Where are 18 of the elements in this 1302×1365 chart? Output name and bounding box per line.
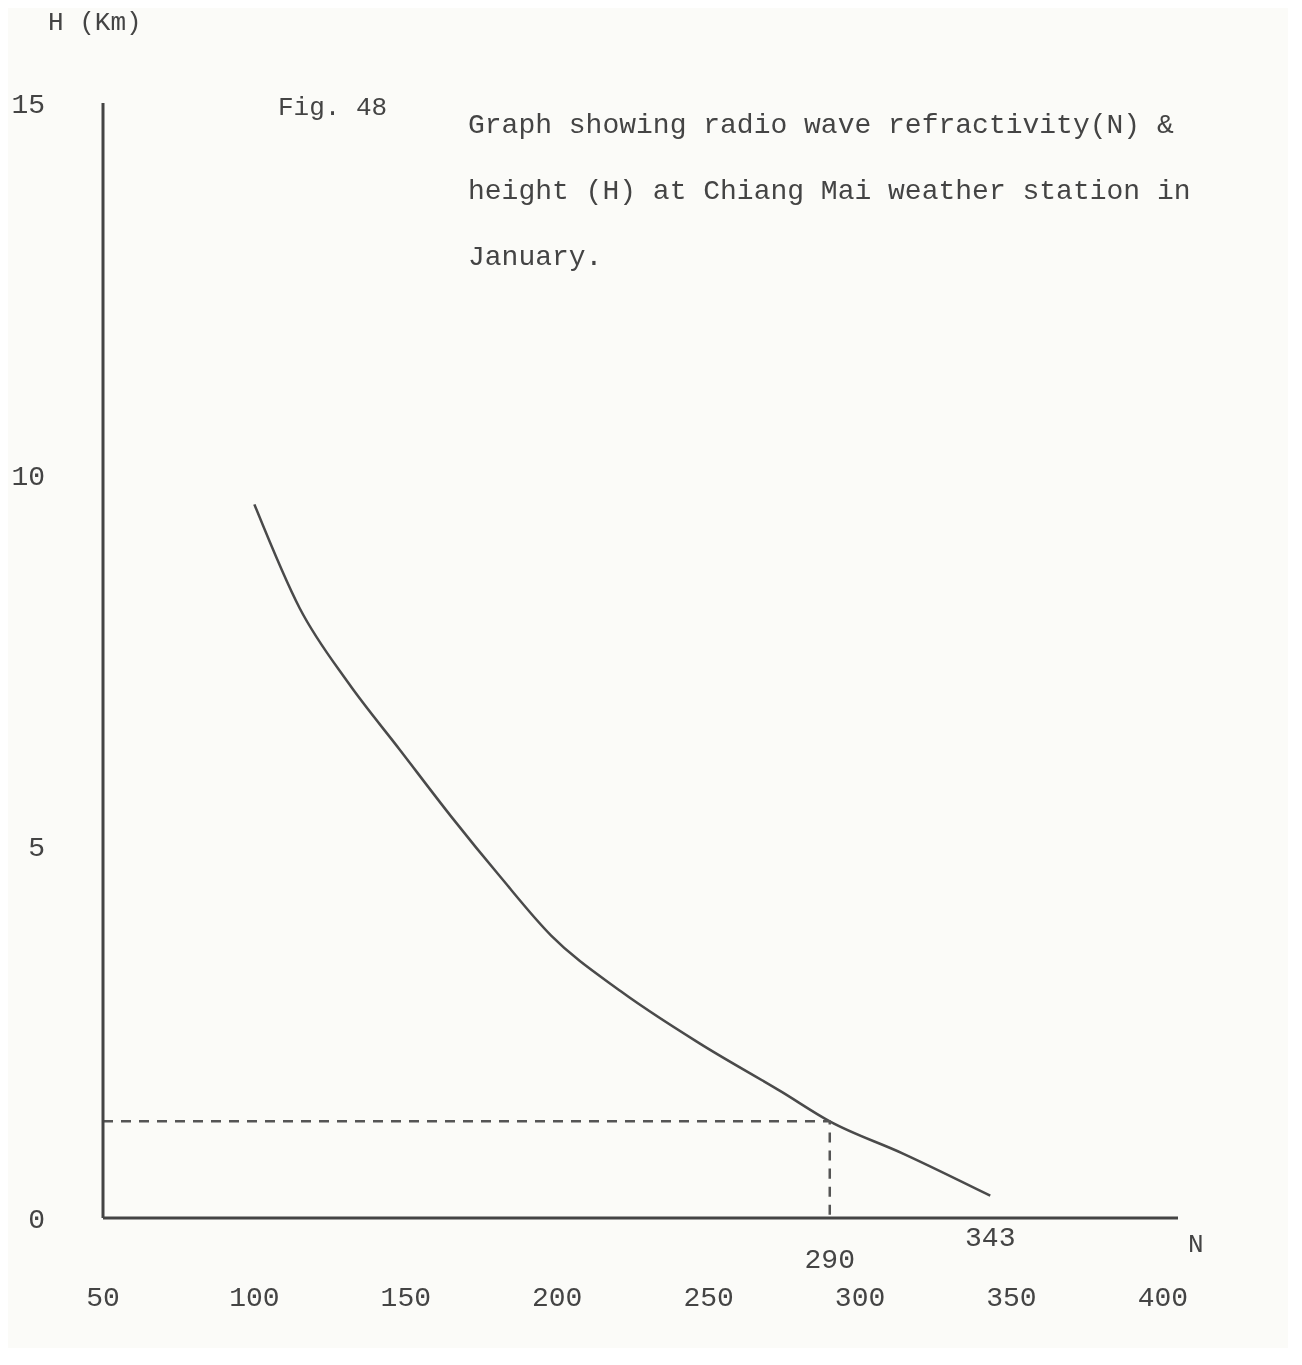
chart-title: Fig. 48 <box>278 93 388 123</box>
x-tick-label: 150 <box>380 1283 432 1314</box>
x-tick-label: 250 <box>683 1283 734 1314</box>
y-tick-label: 10 <box>11 461 45 493</box>
x-tick-label: 50 <box>86 1283 120 1314</box>
annotation: 290 <box>804 1245 855 1276</box>
text: Graph showing radio wave refractivity(N) & height (H) at Chiang Mai weather station in January. <box>468 110 1191 273</box>
x-tick-label: 300 <box>834 1283 886 1314</box>
y-tick-label: 0 <box>28 1204 45 1236</box>
x-tick-label: 200 <box>532 1283 583 1314</box>
annotation: 343 <box>965 1222 1016 1254</box>
x-axis-title: N <box>1188 1230 1204 1260</box>
y-axis-title: H (Km) <box>48 8 142 38</box>
y-tick-label: 5 <box>28 833 45 865</box>
x-tick-label: 350 <box>986 1283 1037 1314</box>
y-tick-label: 15 <box>11 89 45 121</box>
x-tick-label: 400 <box>1137 1283 1189 1314</box>
x-tick-label: 100 <box>229 1283 280 1314</box>
